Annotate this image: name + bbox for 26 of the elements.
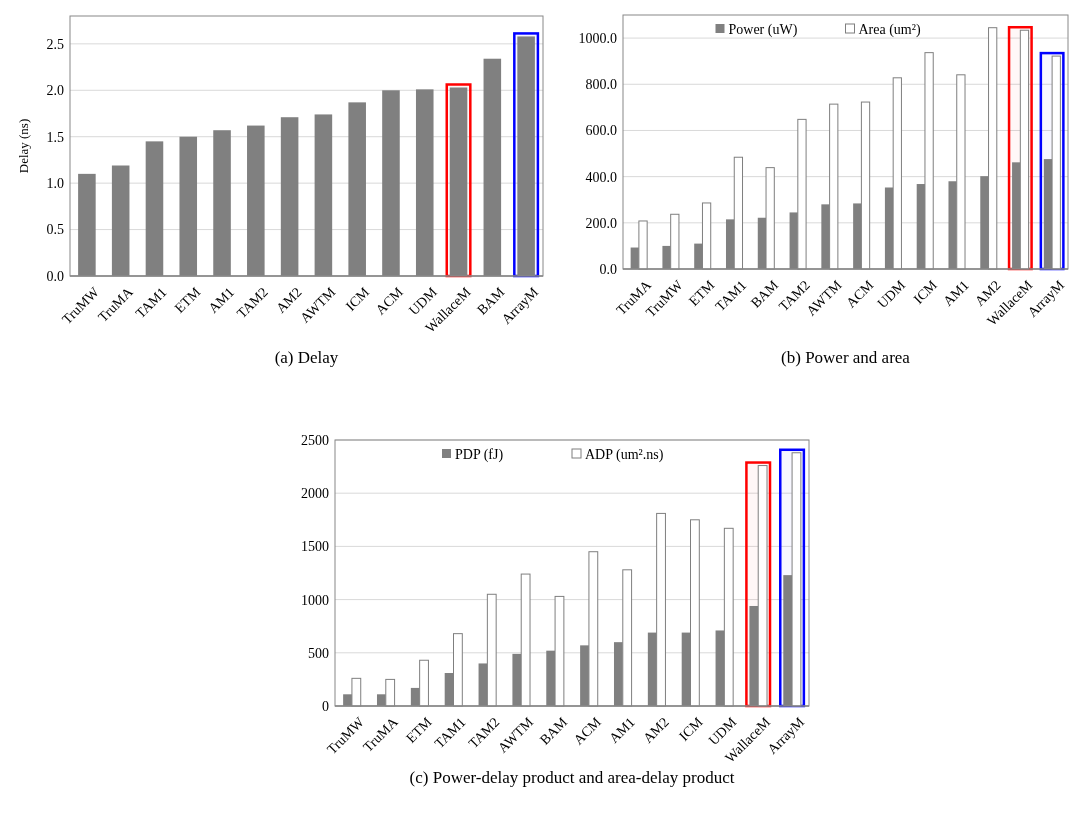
y-tick-label: 1000: [301, 592, 329, 608]
y-tick-label: 500: [308, 645, 329, 661]
y-tick-label: 1.0: [46, 176, 64, 192]
y-tick-label: 200.0: [585, 215, 617, 231]
y-tick-label: 800.0: [585, 77, 617, 93]
y-tick-label: 0: [322, 698, 329, 714]
legend-label: Area (um²): [858, 21, 921, 38]
y-tick-label: 1.5: [46, 129, 64, 145]
legend-label: Power (uW): [728, 21, 798, 38]
y-tick-label: 600.0: [585, 123, 617, 139]
y-tick-label: 2.0: [46, 83, 64, 99]
y-tick-label: 1500: [301, 539, 329, 555]
y-tick-label: 0.5: [46, 222, 64, 238]
y-tick-label: 0.0: [46, 268, 64, 284]
legend-label: PDP (fJ): [455, 446, 504, 463]
text: (b) Power and area: [781, 348, 911, 367]
y-tick-label: 0.0: [599, 261, 617, 277]
legend-label: ADP (um².ns): [585, 446, 664, 463]
text: (c) Power-delay product and area-delay product: [409, 768, 735, 787]
y-tick-label: 2.5: [46, 36, 64, 52]
y-tick-label: 2500: [301, 432, 329, 448]
y-tick-label: 1000.0: [578, 30, 617, 46]
y-axis-title: Delay (ns): [16, 118, 31, 174]
text: (a) Delay: [274, 348, 339, 367]
y-tick-label: 2000: [301, 486, 329, 502]
y-tick-label: 400.0: [585, 169, 617, 185]
